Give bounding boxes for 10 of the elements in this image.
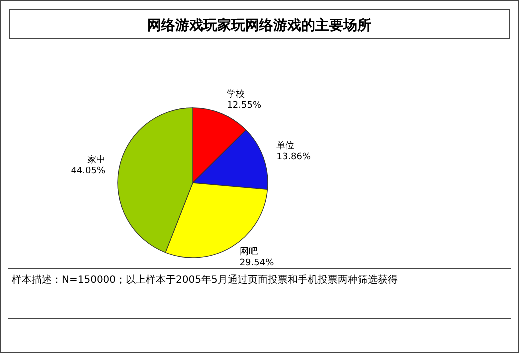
chart-title: 网络游戏玩家玩网络游戏的主要场所	[148, 17, 372, 34]
slice-label: 网吧	[240, 246, 258, 258]
data-label: 29.54%	[240, 258, 275, 269]
text: 样本描述：N=150000；以上样本于2005年5月通过页面投票和手机投票两种筛选获得	[12, 274, 398, 286]
data-label: 44.05%	[71, 166, 106, 176]
slice-label: 学校	[227, 88, 246, 100]
slice-label: 单位	[276, 140, 295, 152]
slice-label: 家中	[88, 154, 106, 166]
data-label: 12.55%	[227, 100, 262, 111]
data-label: 13.86%	[276, 152, 312, 163]
